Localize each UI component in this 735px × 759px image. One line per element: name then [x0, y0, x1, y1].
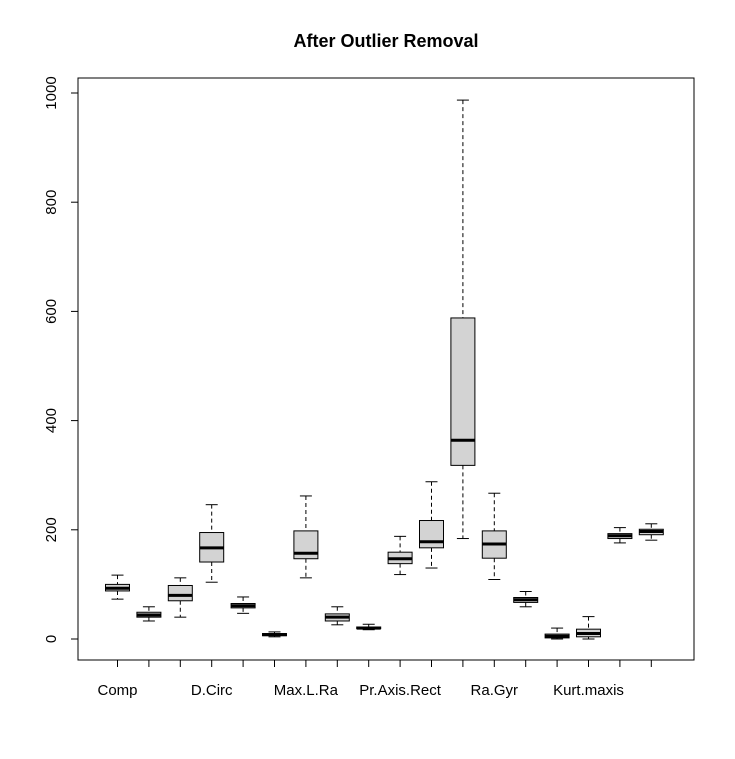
x-tick-label: Comp [97, 682, 137, 699]
x-axis: Comp D.Circ Max.L.Ra Pr.Axis.Rect Ra.Gyr Kurt… [97, 659, 652, 699]
x-tick-label: Ra.Gyr [471, 682, 519, 699]
box-11 [419, 481, 444, 569]
box-9 [356, 623, 382, 631]
x-tick-label: Max.L.Ra [274, 682, 339, 699]
y-tick-label: 200 [43, 517, 60, 542]
y-tick-label: 400 [43, 408, 60, 433]
y-tick-label: 0 [43, 635, 60, 643]
box-4 [199, 504, 225, 583]
box-18 [638, 523, 664, 541]
x-tick-label: D.Circ [191, 682, 233, 699]
box-1 [105, 574, 130, 600]
box-2 [136, 606, 162, 622]
iqr-box [450, 317, 476, 466]
box-series [105, 99, 664, 640]
y-axis: 0 200 400 600 800 1000 [43, 76, 79, 643]
box-7 [293, 495, 319, 579]
iqr-box [419, 520, 444, 549]
box-17 [607, 527, 633, 544]
box-13 [481, 492, 507, 580]
iqr-box [167, 584, 193, 602]
chart-title: After Outlier Removal [293, 31, 478, 51]
box-15 [544, 627, 570, 640]
y-tick-label: 1000 [43, 76, 60, 109]
box-3 [167, 577, 193, 618]
box-12 [450, 99, 476, 540]
x-tick-label: Pr.Axis.Rect [359, 682, 442, 699]
box-5 [230, 596, 256, 614]
box-8 [324, 606, 350, 626]
box-14 [513, 590, 539, 608]
box-16 [576, 616, 601, 640]
box-6 [262, 631, 287, 638]
x-tick-label: Kurt.maxis [553, 682, 624, 699]
box-10 [387, 535, 413, 576]
y-tick-label: 800 [43, 190, 60, 215]
y-tick-label: 600 [43, 299, 60, 324]
